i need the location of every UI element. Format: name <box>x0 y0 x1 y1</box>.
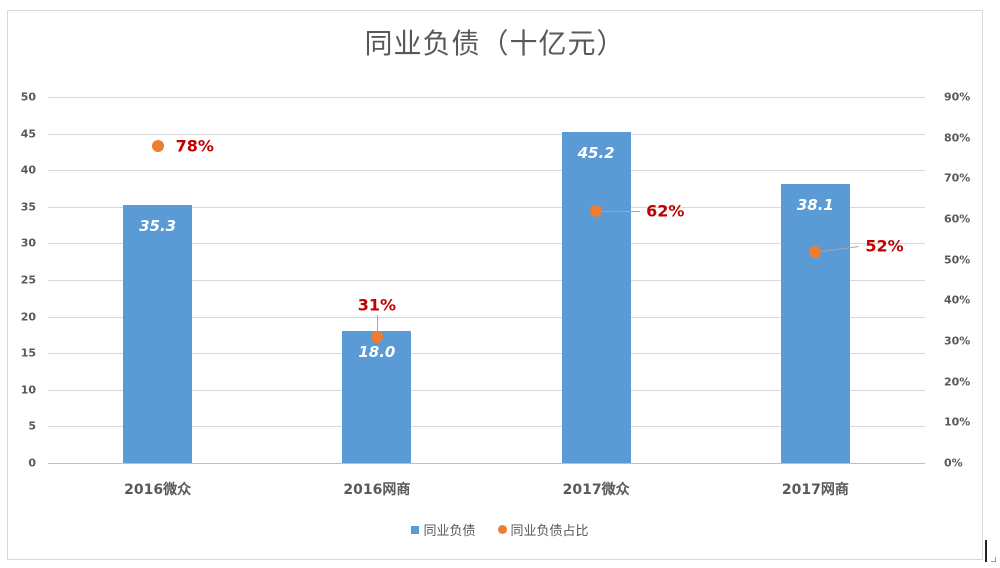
y2-tick-label: 70% <box>944 171 971 185</box>
gridline <box>48 280 925 281</box>
gridline <box>48 206 925 208</box>
legend-item-ratio[interactable]: 同业负债占比 <box>497 520 589 539</box>
y2-tick-label: 60% <box>944 212 971 226</box>
legend-square-icon <box>411 525 420 534</box>
legend: 同业负债 同业负债占比 <box>0 520 1000 539</box>
bar-value-label: 18.0 <box>358 343 396 362</box>
y2-tick-label: 30% <box>944 334 971 348</box>
gridline <box>48 133 925 135</box>
plot-area[interactable]: 35.3 78% 18.0 31% 45.2 62% 38.1 52% <box>48 97 925 464</box>
legend-label: 同业负债 <box>423 524 476 539</box>
y-tick-label: 15 <box>20 346 36 360</box>
gridline <box>48 316 925 318</box>
y2-tick-label: 10% <box>944 415 971 429</box>
bar[interactable]: 45.2 <box>561 132 631 463</box>
y2-tick-label: 50% <box>944 253 971 267</box>
resize-handle-icon[interactable] <box>991 557 996 562</box>
ratio-point[interactable] <box>370 330 383 343</box>
y2-tick-label: 0% <box>944 456 963 470</box>
y2-tick-label: 40% <box>944 293 971 307</box>
gridline <box>48 170 925 172</box>
x-category-label: 2017网商 <box>781 482 849 498</box>
legend-label: 同业负债占比 <box>510 524 589 539</box>
gridline <box>48 353 925 355</box>
y-tick-label: 30 <box>20 236 36 250</box>
bar-value-label: 45.2 <box>577 144 615 163</box>
y-tick-label: 5 <box>28 419 36 433</box>
y-tick-label: 25 <box>20 273 36 287</box>
x-category-label: 2016网商 <box>343 482 411 498</box>
legend-circle-icon <box>497 525 507 534</box>
x-category-label: 2017微众 <box>562 482 630 498</box>
ratio-value-label: 52% <box>865 236 904 256</box>
text-cursor <box>985 540 987 562</box>
bar-value-label: 38.1 <box>796 196 834 215</box>
legend-item-bar[interactable]: 同业负债 <box>411 520 476 539</box>
y-tick-label: 0 <box>28 456 36 470</box>
gridline <box>48 389 925 391</box>
ratio-point[interactable] <box>151 139 164 152</box>
ratio-value-label: 31% <box>357 295 397 315</box>
bar-value-label: 35.3 <box>139 216 177 235</box>
chart-title: 同业负债（十亿元） <box>364 27 626 60</box>
y2-tick-label: 90% <box>944 90 971 104</box>
ratio-point[interactable] <box>590 204 603 217</box>
x-axis-line <box>48 463 925 464</box>
ratio-point[interactable] <box>809 245 822 258</box>
y2-tick-label: 80% <box>944 131 971 145</box>
x-category-label: 2016微众 <box>124 482 192 498</box>
leader-line <box>596 210 641 212</box>
bar[interactable]: 35.3 <box>123 204 193 463</box>
y-tick-label: 20 <box>20 310 36 324</box>
y-tick-label: 45 <box>20 127 36 141</box>
y-tick-label: 40 <box>20 163 36 177</box>
gridline <box>48 97 925 98</box>
ratio-value-label: 62% <box>646 201 685 221</box>
y2-tick-label: 20% <box>944 375 971 389</box>
y-tick-label: 35 <box>20 200 36 214</box>
y-tick-label: 10 <box>20 383 36 397</box>
gridline <box>48 243 925 245</box>
bar[interactable]: 38.1 <box>780 184 850 463</box>
ratio-value-label: 78% <box>175 136 214 156</box>
bar[interactable]: 18.0 <box>342 331 412 463</box>
gridline <box>48 426 925 428</box>
y-tick-label: 50 <box>20 90 36 104</box>
